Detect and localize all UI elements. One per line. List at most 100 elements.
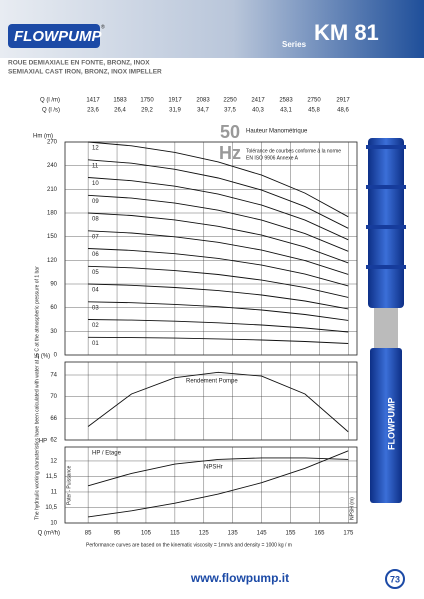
flow-value: 26,4	[114, 108, 126, 114]
annotation: Tolérance de courbes conforme à la norme	[246, 148, 341, 154]
flow-value: 2750	[307, 98, 321, 104]
x-axis-label: Q (m³/h)	[38, 531, 60, 537]
page-number: 73	[390, 574, 400, 584]
line-series	[88, 336, 349, 344]
curve-label: 06	[92, 252, 99, 258]
model: KM 81	[314, 20, 379, 45]
series-label: Series	[282, 40, 307, 49]
legend-label: Rendement Pompe	[186, 379, 238, 385]
y-tick-label: 66	[50, 416, 57, 422]
flow-value: 23,6	[87, 108, 99, 114]
y-tick-label: 60	[50, 305, 57, 311]
line-series	[88, 248, 349, 287]
x-tick-label: 155	[285, 531, 296, 537]
legend-label: HP / Etage	[92, 451, 122, 457]
flow-value: 29,2	[141, 108, 153, 114]
x-tick-label: 135	[228, 531, 239, 537]
curve-label: 01	[92, 341, 99, 347]
x-tick-label: 165	[314, 531, 325, 537]
curve-label: 09	[92, 199, 99, 205]
y-axis-label: Hm (m)	[33, 134, 53, 140]
y-tick-label: 0	[54, 353, 58, 359]
curve-label: 10	[92, 181, 99, 187]
line-series	[88, 177, 349, 241]
line-series	[88, 283, 349, 310]
logo-mark: ®	[101, 23, 105, 30]
curve-label: 08	[92, 217, 99, 223]
flow-value: 43,1	[280, 108, 292, 114]
y-tick-label: 11	[51, 490, 58, 496]
y-tick-label: 210	[47, 187, 58, 193]
flow-value: 2250	[223, 98, 237, 104]
y-tick-label: 62	[50, 438, 57, 444]
logo: FLOWPUMP	[14, 28, 102, 45]
flow-value: 40,3	[252, 108, 264, 114]
flow-value: 1917	[168, 98, 182, 104]
y-tick-label: 12	[50, 459, 57, 465]
pump-label: FLOWPUMP	[386, 398, 396, 451]
curve-label: 03	[92, 305, 99, 311]
line-series	[88, 301, 349, 321]
line-series	[88, 212, 349, 264]
frequency-unit: Hz	[219, 143, 241, 163]
flow-value: 37,5	[224, 108, 236, 114]
curve-label: 02	[92, 323, 99, 329]
x-tick-label: 145	[257, 531, 268, 537]
curve-label: 11	[92, 163, 99, 169]
curve-label: 05	[92, 270, 99, 276]
y-tick-label: 74	[50, 373, 57, 379]
pump-image	[366, 138, 406, 503]
annotation: EN ISO 9906 Annexe A	[246, 155, 299, 161]
y-tick-label: 11,5	[46, 474, 58, 480]
line-series	[88, 450, 349, 518]
y-tick-label: 270	[47, 140, 58, 146]
y-axis-label: HP	[39, 439, 47, 445]
y-tick-label: 150	[47, 234, 58, 240]
y-tick-label: 10	[50, 521, 57, 527]
curve-label: 12	[92, 146, 99, 152]
frequency: 50	[220, 122, 240, 142]
y-tick-label: 10,5	[45, 505, 57, 511]
line-series	[87, 457, 349, 487]
side-note: The hydraulic working characteristics ha…	[34, 266, 40, 520]
x-tick-label: 125	[199, 531, 210, 537]
flow-value: 2083	[196, 98, 210, 104]
flow-value: 34,7	[197, 108, 209, 114]
y-tick-label: 90	[50, 282, 57, 288]
y-tick-label: 240	[47, 163, 58, 169]
y2-axis-label: NPSH (m)	[349, 497, 355, 520]
x-tick-label: 95	[114, 531, 121, 537]
line-series	[88, 141, 349, 218]
y-axis-title: Poter - Puissance	[66, 465, 72, 505]
x-tick-label: 115	[170, 531, 180, 537]
y-tick-label: 30	[50, 329, 57, 335]
flow-row-label: Q (l /s)	[42, 108, 60, 114]
x-tick-label: 85	[85, 531, 92, 537]
subtitle: ROUE DEMIAXIALE EN FONTE, BRONZ, INOX	[8, 60, 150, 67]
curve-label: 04	[92, 288, 99, 294]
plot-frame	[64, 141, 358, 356]
flow-value: 1750	[140, 98, 154, 104]
legend-label: NPSHr	[204, 465, 223, 471]
flow-value: 2917	[336, 98, 350, 104]
flow-value: 2417	[251, 98, 265, 104]
flow-value: 48,6	[337, 108, 349, 114]
line-series	[88, 159, 349, 229]
x-tick-label: 175	[343, 531, 354, 537]
y-axis-label: η (%)	[36, 354, 50, 360]
logo-box	[8, 24, 100, 48]
x-tick-label: 105	[141, 531, 152, 537]
line-series	[88, 319, 349, 333]
footer-url: www.flowpump.it	[190, 571, 289, 585]
flow-value: 2583	[279, 98, 293, 104]
line-series	[88, 230, 349, 275]
flow-value: 1417	[86, 98, 100, 104]
y-tick-label: 120	[47, 258, 58, 264]
footnote: Performance curves are based on the kine…	[86, 542, 292, 548]
annotation: Hauteur Manométrique	[246, 129, 308, 135]
flow-value: 1583	[113, 98, 127, 104]
curve-label: 07	[92, 234, 99, 240]
y-tick-label: 70	[50, 394, 57, 400]
flow-value: 31,9	[169, 108, 181, 114]
